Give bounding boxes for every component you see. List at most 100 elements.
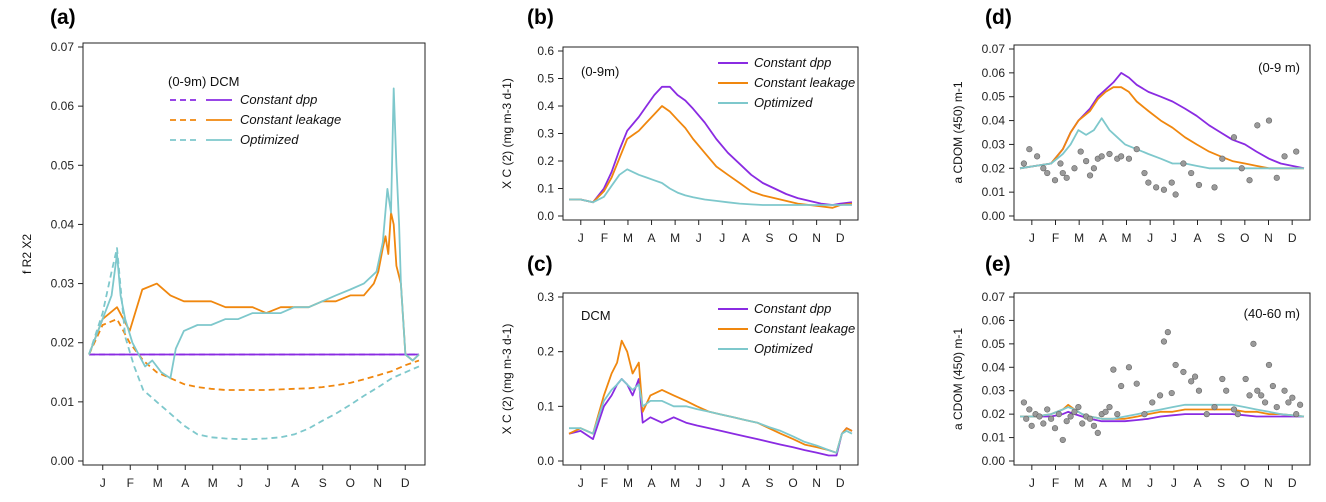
y-axis-label: X C (2) (mg m-3 d-1) <box>500 324 514 435</box>
observation-point <box>1118 382 1125 390</box>
x-tick-label: D <box>1288 231 1297 245</box>
y-tick-label: 0.06 <box>51 99 75 113</box>
observation-point <box>1026 146 1033 153</box>
y-axis-label: X C (2) (mg m-3 d-1) <box>500 78 514 189</box>
plot-frame <box>82 42 426 466</box>
legend-label-optimized: Optimized <box>240 132 299 147</box>
y-tick-label: 0.3 <box>537 127 554 141</box>
y-tick-label: 0.00 <box>982 209 1006 223</box>
x-tick-label: M <box>1122 231 1132 245</box>
x-tick-label: A <box>742 476 750 490</box>
x-tick-label: A <box>291 476 299 490</box>
y-tick-label: 0.05 <box>982 90 1006 104</box>
series-line-optimized <box>569 168 852 206</box>
observation-point <box>1059 169 1066 177</box>
observation-point <box>1044 406 1051 413</box>
x-tick-label: A <box>181 476 189 490</box>
x-tick-label: F <box>127 476 134 490</box>
layer-label: (0-9 m) <box>1258 60 1300 75</box>
x-tick-label: N <box>373 476 382 490</box>
legend-label-constant-leakage: Constant leakage <box>240 112 341 127</box>
observation-point <box>1063 418 1070 425</box>
observation-point <box>1223 387 1230 394</box>
series-line-optimized <box>1019 117 1304 170</box>
x-tick-label: O <box>346 476 355 490</box>
legend-label-constant-dpp: Constant dpp <box>754 55 831 70</box>
observation-point <box>1051 177 1059 184</box>
x-tick-label: A <box>648 476 656 490</box>
series-line-constant-leakage <box>1020 403 1305 420</box>
observation-point <box>1059 436 1066 444</box>
observation-point <box>1188 378 1195 385</box>
y-axis-label: a CDOM (450) m-1 <box>951 81 965 183</box>
series-line-constant-leakage <box>1019 86 1304 170</box>
y-tick-label: 0.1 <box>537 182 554 196</box>
x-tick-label: S <box>765 231 773 245</box>
observation-point <box>1156 392 1164 399</box>
observation-point <box>1075 404 1082 411</box>
x-tick-label: J <box>100 476 106 490</box>
observation-point <box>1057 160 1064 167</box>
observation-point <box>1281 153 1288 160</box>
x-tick-label: J <box>1171 231 1177 245</box>
observation-point <box>1269 382 1276 390</box>
observation-point <box>1125 155 1133 162</box>
panel-label: (d) <box>985 6 1012 29</box>
panel-label: (e) <box>985 253 1011 276</box>
observation-point <box>1063 174 1070 181</box>
observation-point <box>1246 392 1253 399</box>
y-tick-label: 0.05 <box>51 158 75 172</box>
x-tick-label: O <box>788 231 797 245</box>
observation-point <box>1094 429 1101 436</box>
x-tick-label: M <box>670 231 680 245</box>
x-tick-label: M <box>623 231 633 245</box>
x-tick-label: S <box>319 476 327 490</box>
observation-point <box>1020 399 1027 406</box>
legend-label-constant-dpp: Constant dpp <box>240 92 317 107</box>
observation-point <box>1273 174 1280 181</box>
observation-point <box>1133 146 1140 153</box>
y-tick-label: 0.1 <box>537 399 554 413</box>
x-tick-label: M <box>208 476 218 490</box>
panel-label: (c) <box>527 253 553 276</box>
observation-point <box>1289 394 1296 401</box>
observation-point <box>1086 415 1094 422</box>
observation-point <box>1297 401 1304 408</box>
layer-label: DCM <box>581 308 611 323</box>
x-tick-label: O <box>1240 476 1249 490</box>
observation-point <box>1083 158 1090 165</box>
observation-point <box>1281 387 1288 394</box>
y-tick-label: 0.03 <box>982 137 1006 151</box>
y-tick-label: 0.02 <box>982 407 1006 421</box>
y-axis-label: f R2 X2 <box>20 234 34 274</box>
y-tick-label: 0.2 <box>537 154 554 168</box>
y-tick-label: 0.6 <box>537 44 554 58</box>
x-tick-label: J <box>1147 231 1153 245</box>
observation-point <box>1118 153 1125 160</box>
series-line-optimized-0-9m <box>88 87 420 380</box>
x-tick-label: N <box>812 231 821 245</box>
observation-point <box>1180 160 1187 167</box>
plot-frame <box>562 292 859 466</box>
observation-point <box>1191 373 1199 380</box>
x-tick-label: D <box>836 231 845 245</box>
panel-label: (a) <box>50 6 76 29</box>
plot-frame <box>1013 292 1311 466</box>
x-tick-label: M <box>153 476 163 490</box>
x-tick-label: N <box>1264 231 1273 245</box>
x-tick-label: D <box>401 476 410 490</box>
observation-point <box>1195 387 1203 394</box>
x-tick-label: M <box>1122 476 1132 490</box>
observation-point <box>1219 375 1226 383</box>
x-tick-label: J <box>237 476 243 490</box>
observation-point <box>1254 122 1261 129</box>
y-tick-label: 0.06 <box>982 313 1006 327</box>
observation-point <box>1141 411 1148 418</box>
y-tick-label: 0.04 <box>982 114 1006 128</box>
y-tick-label: 0.00 <box>51 454 75 468</box>
y-tick-label: 0.07 <box>982 42 1006 56</box>
x-tick-label: J <box>1029 476 1035 490</box>
x-tick-label: A <box>648 231 656 245</box>
observation-point <box>1090 165 1098 172</box>
